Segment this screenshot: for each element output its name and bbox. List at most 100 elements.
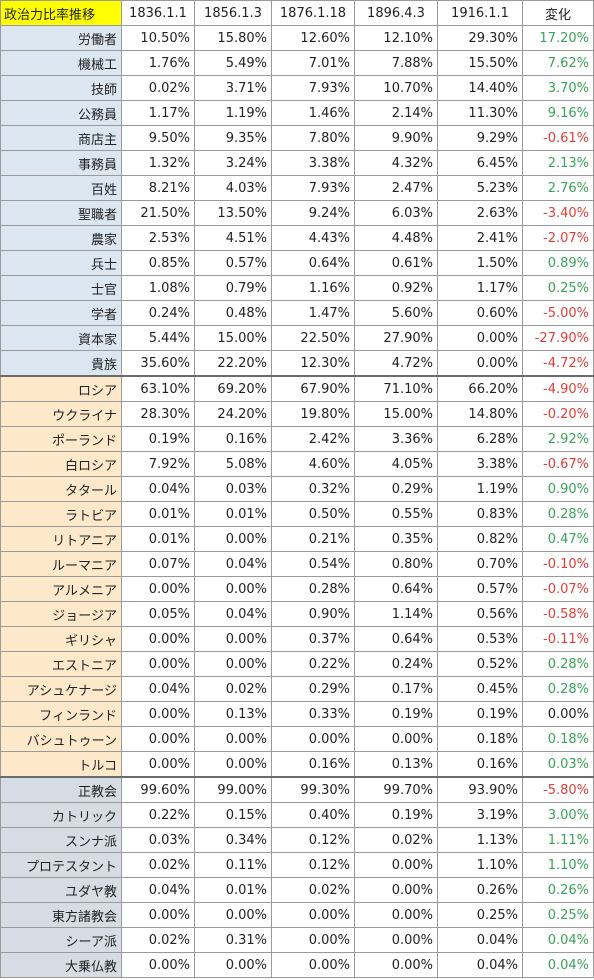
value-cell: 69.20%: [194, 375, 272, 402]
value-cell: 19.80%: [271, 401, 355, 427]
value-cell: 6.45%: [437, 150, 523, 176]
change-cell: 0.28%: [522, 501, 594, 527]
value-cell: 28.30%: [121, 401, 195, 427]
value-cell: 0.00%: [354, 877, 438, 903]
change-cell: 0.28%: [522, 676, 594, 702]
value-cell: 0.02%: [194, 676, 272, 702]
table-row: ギリシャ 0.00% 0.00% 0.37% 0.64% 0.53% -0.11%: [0, 626, 594, 652]
value-cell: 0.13%: [194, 701, 272, 727]
row-label: 学者: [0, 300, 122, 326]
table-row: 資本家 5.44% 15.00% 22.50% 27.90% 0.00% -27.90%: [0, 325, 594, 351]
table-row: 農家 2.53% 4.51% 4.43% 4.48% 2.41% -2.07%: [0, 225, 594, 251]
value-cell: 3.24%: [194, 150, 272, 176]
change-cell: 0.18%: [522, 726, 594, 752]
value-cell: 0.29%: [354, 476, 438, 502]
row-label: トルコ: [0, 751, 122, 778]
value-cell: 15.80%: [194, 25, 272, 51]
value-cell: 0.00%: [271, 952, 355, 978]
value-cell: 1.16%: [271, 275, 355, 301]
value-cell: 2.41%: [437, 225, 523, 251]
table-row: カトリック 0.22% 0.15% 0.40% 0.19% 3.19% 3.00%: [0, 802, 594, 828]
value-cell: 0.32%: [271, 476, 355, 502]
table-row: 学者 0.24% 0.48% 1.47% 5.60% 0.60% -5.00%: [0, 300, 594, 326]
change-cell: 0.89%: [522, 250, 594, 276]
value-cell: 0.26%: [437, 877, 523, 903]
change-cell: 0.00%: [522, 701, 594, 727]
value-cell: 6.03%: [354, 200, 438, 226]
value-cell: 0.54%: [271, 551, 355, 577]
value-cell: 0.16%: [437, 751, 523, 778]
table-row: エストニア 0.00% 0.00% 0.22% 0.24% 0.52% 0.28%: [0, 651, 594, 677]
value-cell: 0.04%: [194, 601, 272, 627]
value-cell: 0.00%: [271, 902, 355, 928]
value-cell: 0.00%: [194, 902, 272, 928]
value-cell: 5.60%: [354, 300, 438, 326]
value-cell: 0.45%: [437, 676, 523, 702]
value-cell: 1.19%: [194, 100, 272, 126]
value-cell: 0.34%: [194, 827, 272, 853]
value-cell: 0.00%: [121, 751, 195, 778]
table-row: 貴族 35.60% 22.20% 12.30% 4.72% 0.00% -4.72%: [0, 350, 594, 377]
change-cell: 9.16%: [522, 100, 594, 126]
column-header: 1836.1.1: [121, 0, 195, 26]
value-cell: 0.12%: [271, 827, 355, 853]
table-row: アシュケナージ 0.04% 0.02% 0.29% 0.17% 0.45% 0.28%: [0, 676, 594, 702]
value-cell: 7.93%: [271, 75, 355, 101]
value-cell: 2.42%: [271, 426, 355, 452]
value-cell: 0.02%: [121, 852, 195, 878]
row-label: ジョージア: [0, 601, 122, 627]
value-cell: 0.22%: [271, 651, 355, 677]
row-label: ロシア: [0, 375, 122, 402]
value-cell: 0.37%: [271, 626, 355, 652]
value-cell: 0.35%: [354, 526, 438, 552]
change-cell: 1.10%: [522, 852, 594, 878]
value-cell: 0.02%: [271, 877, 355, 903]
table-row: バシュトゥーン 0.00% 0.00% 0.00% 0.00% 0.18% 0.18%: [0, 726, 594, 752]
change-cell: 0.03%: [522, 751, 594, 778]
row-label: カトリック: [0, 802, 122, 828]
value-cell: 0.01%: [121, 526, 195, 552]
value-cell: 1.19%: [437, 476, 523, 502]
table-row: プロテスタント 0.02% 0.11% 0.12% 0.00% 1.10% 1.10%: [0, 852, 594, 878]
value-cell: 14.40%: [437, 75, 523, 101]
table-row: 技師 0.02% 3.71% 7.93% 10.70% 14.40% 3.70%: [0, 75, 594, 101]
value-cell: 0.48%: [194, 300, 272, 326]
value-cell: 0.00%: [194, 626, 272, 652]
value-cell: 99.30%: [271, 776, 355, 803]
table-row: ロシア 63.10% 69.20% 67.90% 71.10% 66.20% -4.90%: [0, 375, 594, 402]
value-cell: 4.03%: [194, 175, 272, 201]
table-body: 労働者 10.50% 15.80% 12.60% 12.10% 29.30% 17.20% 機…: [0, 25, 594, 978]
value-cell: 0.04%: [121, 676, 195, 702]
row-label: リトアニア: [0, 526, 122, 552]
change-cell: -5.80%: [522, 776, 594, 803]
change-cell: -27.90%: [522, 325, 594, 351]
table-row: スンナ派 0.03% 0.34% 0.12% 0.02% 1.13% 1.11%: [0, 827, 594, 853]
row-label: ポーランド: [0, 426, 122, 452]
row-label: 大乗仏教: [0, 952, 122, 978]
value-cell: 35.60%: [121, 350, 195, 377]
value-cell: 1.47%: [271, 300, 355, 326]
row-label: 士官: [0, 275, 122, 301]
value-cell: 0.64%: [354, 576, 438, 602]
value-cell: 15.50%: [437, 50, 523, 76]
change-cell: -4.72%: [522, 350, 594, 377]
value-cell: 0.00%: [354, 927, 438, 953]
table-row: 事務員 1.32% 3.24% 3.38% 4.32% 6.45% 2.13%: [0, 150, 594, 176]
header-row: 政治力比率推移 1836.1.1 1856.1.3 1876.1.18 1896…: [0, 0, 594, 26]
value-cell: 0.00%: [121, 952, 195, 978]
value-cell: 12.10%: [354, 25, 438, 51]
value-cell: 2.63%: [437, 200, 523, 226]
value-cell: 27.90%: [354, 325, 438, 351]
value-cell: 0.64%: [271, 250, 355, 276]
value-cell: 29.30%: [437, 25, 523, 51]
value-cell: 1.10%: [437, 852, 523, 878]
value-cell: 67.90%: [271, 375, 355, 402]
value-cell: 0.04%: [437, 927, 523, 953]
value-cell: 1.76%: [121, 50, 195, 76]
table-row: フィンランド 0.00% 0.13% 0.33% 0.19% 0.19% 0.00%: [0, 701, 594, 727]
row-label: 農家: [0, 225, 122, 251]
value-cell: 0.00%: [271, 927, 355, 953]
value-cell: 0.00%: [271, 726, 355, 752]
value-cell: 99.00%: [194, 776, 272, 803]
value-cell: 0.07%: [121, 551, 195, 577]
